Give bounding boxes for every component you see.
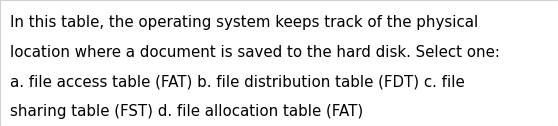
- Text: location where a document is saved to the hard disk. Select one:: location where a document is saved to th…: [10, 45, 500, 60]
- Text: a. file access table (FAT) b. file distribution table (FDT) c. file: a. file access table (FAT) b. file distr…: [10, 74, 465, 89]
- Text: In this table, the operating system keeps track of the physical: In this table, the operating system keep…: [10, 15, 478, 30]
- Text: sharing table (FST) d. file allocation table (FAT): sharing table (FST) d. file allocation t…: [10, 104, 363, 119]
